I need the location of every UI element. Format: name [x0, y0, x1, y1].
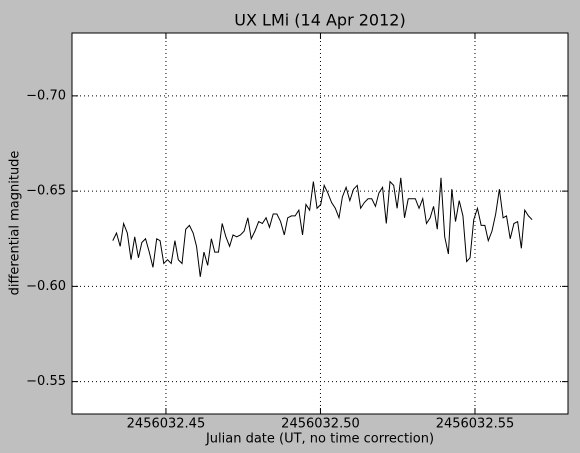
chart-title: UX LMi (14 Apr 2012) [234, 11, 405, 30]
y-tick-label: −0.65 [26, 184, 66, 199]
y-axis-label: differential magnitude [8, 151, 23, 296]
data-line [112, 177, 533, 277]
plot-frame [71, 32, 569, 415]
plot-area [72, 33, 568, 414]
x-tick-label: 2456032.50 [281, 417, 360, 432]
y-tick-label: −0.70 [26, 88, 66, 103]
plot-layer [72, 33, 568, 414]
y-tick-label: −0.55 [26, 374, 66, 389]
x-tick-label: 2456032.55 [436, 417, 515, 432]
x-axis-label: Julian date (UT, no time correction) [205, 432, 434, 447]
y-tick-label: −0.60 [26, 279, 66, 294]
x-tick-label: 2456032.45 [127, 417, 206, 432]
